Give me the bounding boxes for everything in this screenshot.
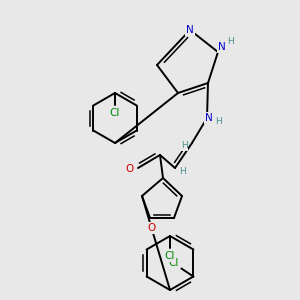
Text: H: H <box>181 142 188 151</box>
Text: O: O <box>147 223 155 233</box>
Text: H: H <box>226 38 233 46</box>
Text: O: O <box>126 164 134 174</box>
Text: H: H <box>216 116 222 125</box>
Text: Cl: Cl <box>110 108 120 118</box>
Text: N: N <box>218 42 226 52</box>
Text: Cl: Cl <box>165 251 175 261</box>
Text: H: H <box>180 167 186 176</box>
Text: N: N <box>186 25 194 35</box>
Text: Cl: Cl <box>168 257 178 268</box>
Text: N: N <box>205 113 213 123</box>
